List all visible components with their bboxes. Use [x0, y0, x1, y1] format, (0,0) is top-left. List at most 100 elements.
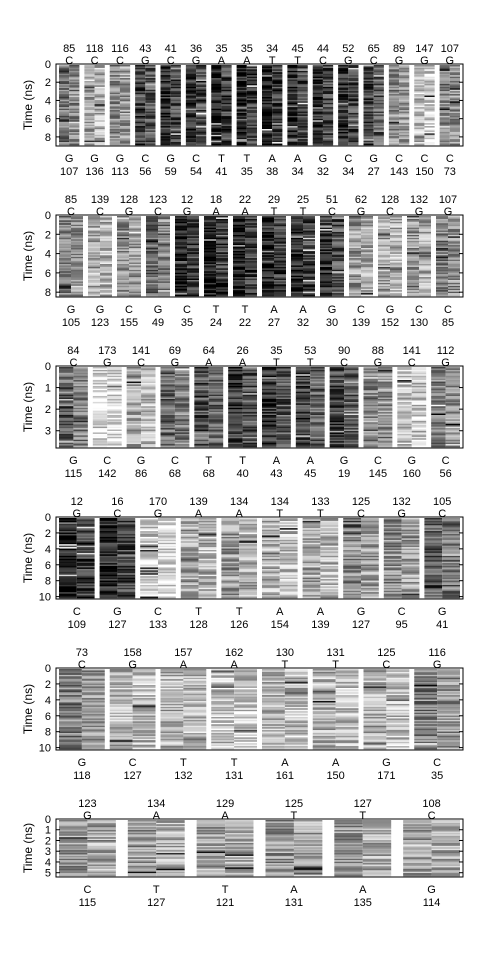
heatmap-cell	[204, 264, 216, 266]
heatmap-cell	[276, 387, 291, 390]
heatmap-cell	[146, 216, 158, 218]
heatmap-cell	[445, 425, 460, 427]
heatmap-cell	[88, 277, 100, 279]
heatmap-cell	[378, 250, 390, 253]
bottom-base-letter: T	[205, 455, 212, 467]
heatmap-cell	[109, 102, 120, 105]
heatmap-cell	[399, 88, 410, 91]
heatmap-cell	[94, 113, 105, 115]
heatmap-cell	[431, 438, 446, 441]
heatmap-cell	[363, 83, 374, 86]
heatmap-cell	[373, 76, 384, 79]
heatmap-cell	[158, 256, 170, 259]
heatmap-cell	[397, 419, 412, 422]
heatmap-cell	[332, 243, 344, 246]
heatmap-cell	[94, 124, 105, 127]
heatmap-cell	[88, 249, 100, 252]
heatmap-cell	[320, 277, 332, 279]
heatmap-cell	[388, 129, 400, 131]
heatmap-cell	[129, 249, 141, 252]
heatmap-cell	[373, 67, 384, 70]
heatmap-cell	[322, 139, 334, 141]
heatmap-cell	[196, 140, 207, 143]
heatmap-cell	[88, 226, 100, 228]
heatmap-cell	[94, 92, 105, 95]
heatmap-cell	[204, 255, 216, 258]
heatmap-cell	[322, 126, 334, 128]
heatmap-cell	[349, 252, 361, 255]
heatmap-cell	[196, 88, 207, 91]
heatmap-cell	[436, 293, 448, 295]
heatmap-cell	[399, 67, 410, 70]
heatmap-cell	[242, 371, 257, 374]
base-pair-column	[160, 65, 181, 146]
heatmap-cell	[119, 133, 131, 136]
heatmap-cell	[276, 422, 291, 425]
heatmap-cell	[76, 535, 95, 538]
heatmap-cell	[414, 94, 425, 96]
heatmap-cell	[295, 403, 311, 406]
heatmap-cell	[274, 229, 286, 231]
heatmap-cell	[107, 385, 122, 388]
heatmap-cell	[242, 397, 257, 400]
base-pair-column	[439, 65, 460, 146]
heatmap-cell	[94, 86, 105, 89]
heatmap-cell	[126, 442, 142, 445]
heatmap-cell	[71, 226, 83, 228]
heatmap-cell	[310, 397, 325, 400]
heatmap-cell	[411, 420, 427, 423]
heatmap-cell	[119, 89, 131, 92]
heatmap-cell	[388, 108, 400, 111]
heatmap-cell	[378, 249, 390, 252]
heatmap-cell	[448, 278, 460, 281]
heatmap-cell	[194, 394, 209, 397]
heatmap-cell	[194, 407, 209, 410]
top-base-letter: T	[294, 55, 301, 67]
top-base-letter: C	[69, 357, 77, 369]
heatmap-cell	[146, 262, 158, 265]
heatmap-cell	[196, 104, 207, 107]
heatmap-cell	[196, 107, 207, 109]
heatmap-cell	[445, 400, 460, 403]
heatmap-cell	[397, 423, 412, 426]
heatmap-cell	[262, 384, 277, 387]
heatmap-cell	[69, 76, 80, 79]
heatmap-cell	[141, 380, 156, 382]
heatmap-cell	[419, 264, 431, 266]
heatmap-cell	[109, 114, 120, 117]
heatmap-cell	[100, 271, 112, 274]
heatmap-cell	[84, 76, 95, 79]
heatmap-cell	[449, 75, 460, 77]
base-pair-column	[160, 367, 190, 448]
top-residue-number: 90	[338, 345, 350, 357]
heatmap-cell	[363, 375, 378, 378]
heatmap-cell	[419, 259, 431, 262]
heatmap-cell	[414, 131, 425, 134]
heatmap-cell	[397, 409, 412, 411]
heatmap-panel-3: 84CG115173GC142141CG8669GC6864AT6826AT40…	[21, 345, 464, 480]
heatmap-cell	[245, 253, 257, 256]
heatmap-cell	[419, 249, 431, 252]
heatmap-cell	[295, 445, 311, 448]
heatmap-cell	[160, 433, 175, 436]
heatmap-cell	[348, 88, 359, 91]
heatmap-cell	[329, 413, 345, 416]
heatmap-cell	[69, 126, 80, 128]
heatmap-cell	[377, 415, 393, 417]
heatmap-cell	[414, 70, 425, 73]
heatmap-cell	[204, 227, 216, 230]
heatmap-cell	[436, 239, 448, 242]
heatmap-cell	[185, 130, 197, 133]
heatmap-cell	[187, 256, 199, 259]
heatmap-cell	[160, 391, 175, 394]
heatmap-cell	[92, 433, 108, 436]
heatmap-cell	[419, 256, 431, 259]
heatmap-cell	[129, 282, 141, 285]
heatmap-cell	[236, 82, 247, 85]
heatmap-cell	[76, 557, 95, 560]
heatmap-cell	[208, 436, 224, 439]
heatmap-cell	[411, 400, 427, 403]
heatmap-cell	[272, 137, 283, 140]
heatmap-cell	[196, 76, 207, 79]
heatmap-cell	[276, 407, 291, 410]
